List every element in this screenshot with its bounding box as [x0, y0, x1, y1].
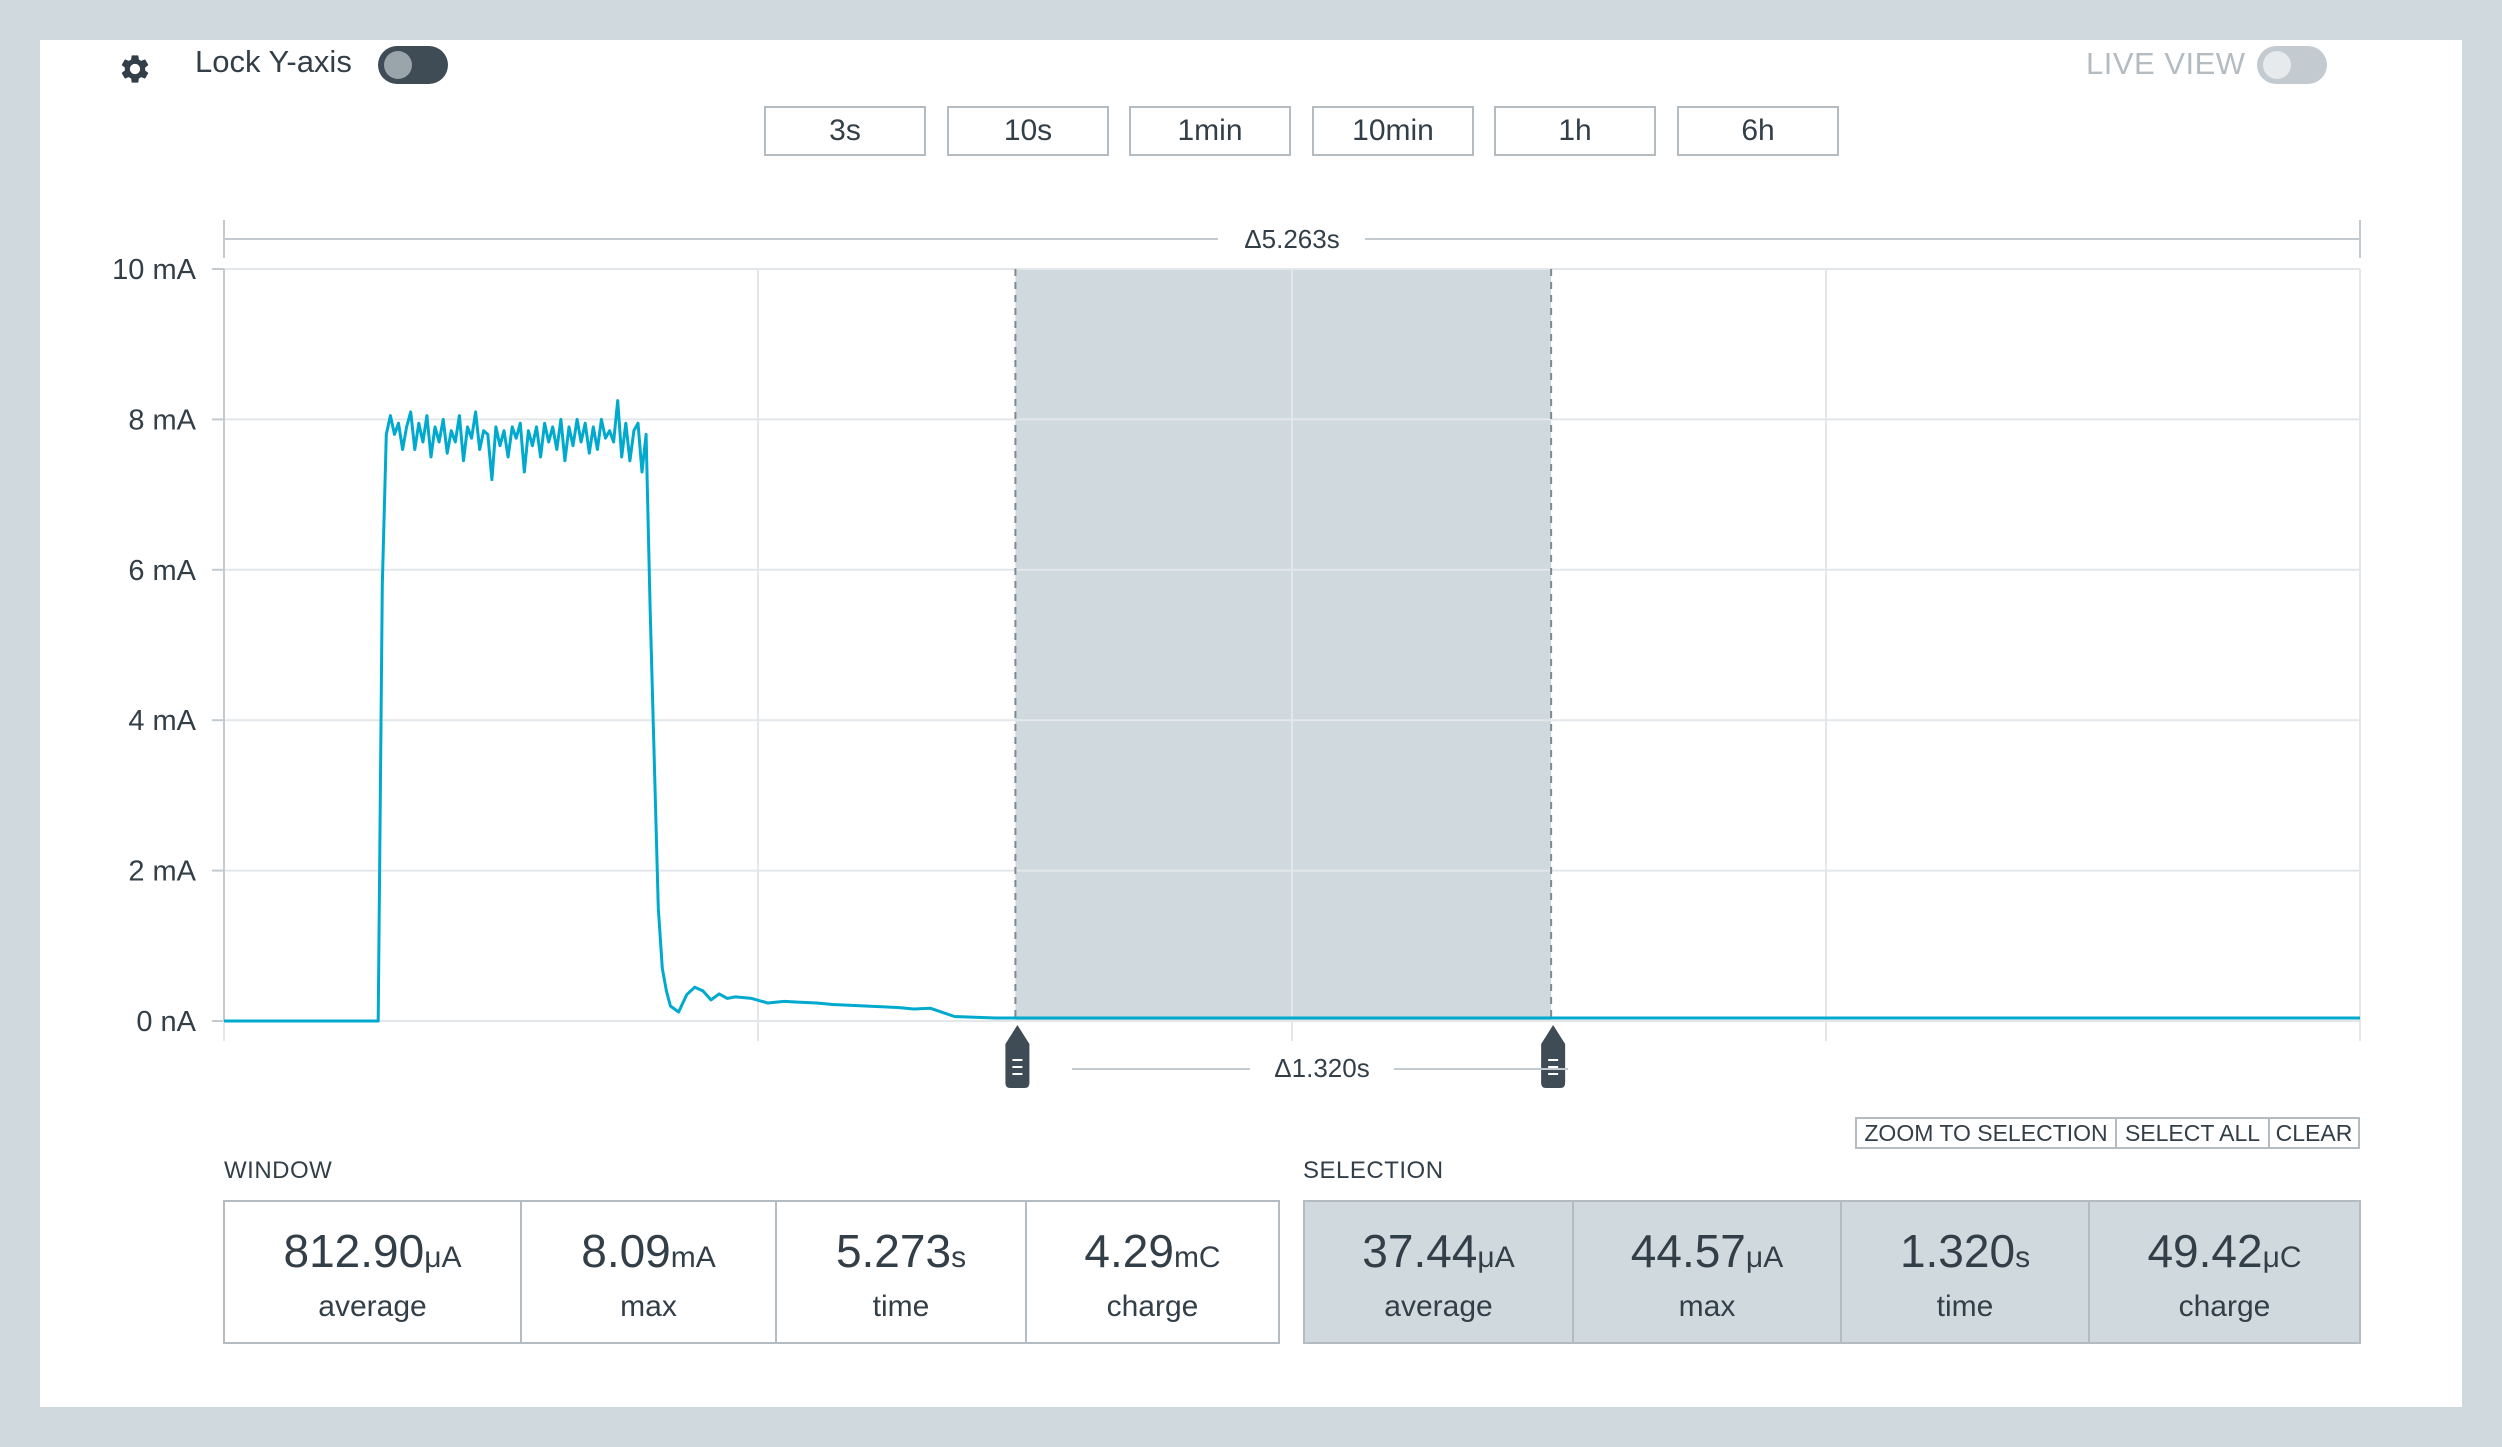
- toggle-knob: [384, 51, 412, 79]
- range-10s-button[interactable]: 10s: [947, 106, 1109, 156]
- selection-delta-label: Δ1.320s: [1274, 1053, 1369, 1083]
- range-10min-button[interactable]: 10min: [1312, 106, 1474, 156]
- stat-caption: time: [1936, 1290, 1994, 1323]
- handle-grip[interactable]: [1541, 1025, 1566, 1088]
- live-view-label: LIVE VIEW: [2086, 46, 2246, 81]
- window-section-label: WINDOW: [224, 1157, 333, 1184]
- stat-unit: mC: [1173, 1241, 1221, 1274]
- y-tick-label: 4 mA: [128, 705, 196, 737]
- gear-icon[interactable]: [118, 52, 152, 86]
- handle-grip[interactable]: [1005, 1025, 1030, 1088]
- stat-value: 37.44: [1362, 1225, 1478, 1277]
- y-tick-label: 0 nA: [136, 1006, 196, 1038]
- selection-average-stat: 37.44μA average: [1303, 1200, 1574, 1344]
- selection-area[interactable]: [1015, 269, 1552, 1021]
- selection-time-stat: 1.320s time: [1840, 1200, 2090, 1344]
- stat-value: 8.09: [581, 1225, 671, 1277]
- stat-caption: average: [1384, 1290, 1493, 1323]
- stat-value: 812.90: [283, 1225, 425, 1277]
- y-axis: 10 mA 8 mA 6 mA 4 mA 2 mA 0 nA: [112, 254, 196, 1038]
- stat-value: 1.320: [1899, 1225, 2016, 1277]
- range-1min-button[interactable]: 1min: [1129, 106, 1291, 156]
- stat-unit: μA: [1477, 1241, 1515, 1274]
- selection-max-stat: 44.57μA max: [1572, 1200, 1842, 1344]
- y-tick-label: 2 mA: [128, 856, 196, 888]
- stat-caption: charge: [2178, 1290, 2271, 1323]
- window-charge-stat: 4.29mC charge: [1025, 1200, 1280, 1344]
- stat-caption: time: [872, 1290, 930, 1323]
- stat-unit: s: [2015, 1241, 2031, 1274]
- stat-unit: mA: [670, 1241, 716, 1274]
- stat-value: 44.57: [1630, 1225, 1746, 1277]
- current-chart[interactable]: Δ5.263s 10 mA 8 mA 6 mA 4 mA 2 mA 0 nA Δ1.320…: [0, 0, 2502, 1120]
- stat-caption: charge: [1106, 1290, 1199, 1323]
- selection-start-handle[interactable]: [1005, 1025, 1030, 1088]
- stat-caption: max: [1678, 1290, 1736, 1323]
- range-3s-button[interactable]: 3s: [764, 106, 926, 156]
- stat-caption: average: [318, 1290, 427, 1323]
- stat-unit: μC: [2262, 1241, 2302, 1274]
- window-range-bracket: Δ5.263s: [223, 220, 2361, 258]
- toggle-knob: [2263, 51, 2291, 79]
- y-tick-label: 10 mA: [112, 254, 196, 286]
- window-time-stat: 5.273s time: [775, 1200, 1027, 1344]
- live-view-toggle[interactable]: [2257, 46, 2327, 84]
- selection-section-label: SELECTION: [1303, 1157, 1444, 1184]
- y-tick-label: 6 mA: [128, 555, 196, 587]
- stat-value: 5.273: [835, 1225, 952, 1277]
- clear-selection-button[interactable]: CLEAR: [2268, 1117, 2360, 1149]
- lock-y-axis-toggle[interactable]: [378, 46, 448, 84]
- stat-caption: max: [620, 1290, 677, 1323]
- chart-grid: [212, 268, 2361, 1041]
- stat-value: 4.29: [1084, 1225, 1174, 1277]
- range-1h-button[interactable]: 1h: [1494, 106, 1656, 156]
- stat-unit: μA: [1745, 1241, 1784, 1274]
- window-average-stat: 812.90μA average: [223, 1200, 522, 1344]
- select-all-button[interactable]: SELECT ALL: [2115, 1117, 2270, 1149]
- window-delta-label: Δ5.263s: [1244, 224, 1339, 254]
- selection-charge-stat: 49.42μC charge: [2088, 1200, 2361, 1344]
- stat-value: 49.42: [2147, 1225, 2263, 1277]
- lock-y-axis-label: Lock Y-axis: [195, 44, 352, 79]
- zoom-to-selection-button[interactable]: ZOOM TO SELECTION: [1855, 1117, 2117, 1149]
- current-series-line: [224, 399, 2360, 1023]
- selection-end-handle[interactable]: [1541, 1025, 1566, 1088]
- y-tick-label: 8 mA: [128, 404, 196, 436]
- range-6h-button[interactable]: 6h: [1677, 106, 1839, 156]
- window-max-stat: 8.09mA max: [520, 1200, 777, 1344]
- stat-unit: μA: [424, 1241, 462, 1274]
- stat-unit: s: [951, 1241, 967, 1274]
